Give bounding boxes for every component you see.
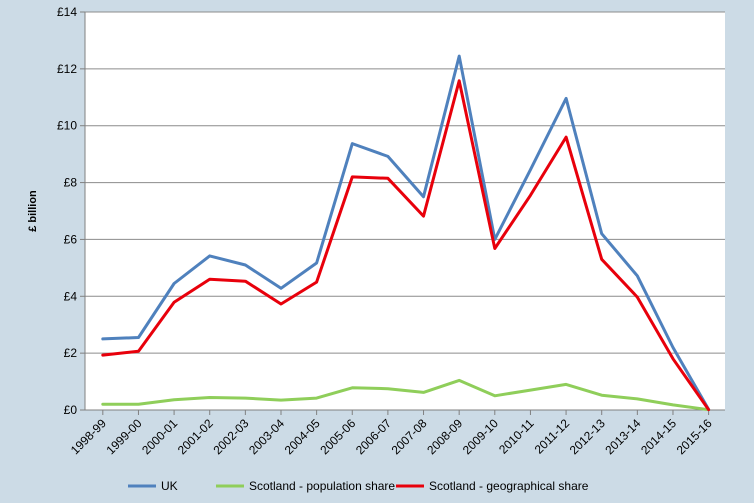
series-lines (101, 54, 711, 412)
x-tick-labels: 1998-991999-002000-012001-022002-032003-… (68, 410, 715, 457)
x-tick-label: 2001-02 (175, 416, 216, 457)
legend: UK Scotland - population share Scotland - … (128, 479, 589, 493)
plot-area (85, 12, 725, 410)
y-tick-labels: £0 £2 £4 £6 £8 £10 £12 £14 (57, 5, 85, 417)
y-tick-label: £6 (64, 232, 78, 246)
x-tick-label: 2011-12 (532, 416, 573, 457)
x-tick-label: 2000-01 (139, 416, 180, 457)
series-line-1 (101, 378, 711, 412)
x-tick-label: 2005-06 (317, 416, 358, 457)
x-tick-label: 2008-09 (424, 416, 465, 457)
x-tick-label: 1999-00 (104, 416, 145, 457)
legend-label-0: UK (161, 479, 178, 493)
y-tick-label: £8 (64, 176, 78, 190)
x-tick-label: 2003-04 (246, 416, 287, 457)
y-tick-label: £0 (64, 403, 78, 417)
grid-lines (85, 11, 725, 354)
x-tick-label: 2007-08 (389, 416, 430, 457)
x-tick-label: 2015-16 (674, 416, 715, 457)
legend-label-2: Scotland - geographical share (429, 479, 589, 493)
x-tick-label: 1998-99 (68, 416, 109, 457)
y-tick-label: £14 (57, 5, 77, 19)
x-tick-label: 2010-11 (496, 416, 537, 457)
y-tick-label: £12 (57, 62, 77, 76)
x-tick-label: 2014-15 (638, 416, 679, 457)
x-tick-label: 2009-10 (460, 416, 501, 457)
series-line-2 (101, 79, 711, 412)
x-tick-label: 2006-07 (353, 416, 394, 457)
x-tick-label: 2012-13 (567, 416, 608, 457)
series-line-0 (101, 54, 711, 411)
y-axis-label: £ billion (27, 190, 39, 232)
x-tick-label: 2002-03 (210, 416, 251, 457)
x-tick-label: 2004-05 (282, 416, 323, 457)
x-tick-label: 2013-14 (602, 416, 643, 457)
legend-label-1: Scotland - population share (249, 479, 395, 493)
y-tick-label: £2 (64, 346, 78, 360)
y-tick-label: £4 (64, 289, 78, 303)
y-tick-label: £10 (57, 119, 77, 133)
